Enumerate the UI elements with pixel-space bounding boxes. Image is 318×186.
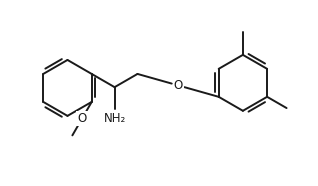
Text: NH₂: NH₂ bbox=[103, 112, 126, 125]
Text: O: O bbox=[173, 79, 183, 92]
Text: O: O bbox=[77, 112, 87, 125]
